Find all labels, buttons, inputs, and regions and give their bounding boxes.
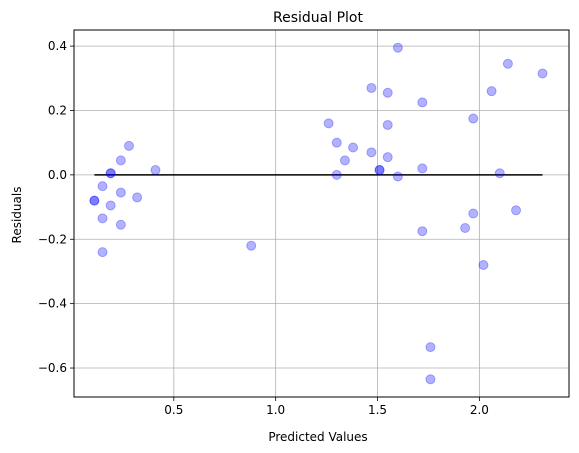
scatter-point: [502, 58, 513, 69]
scatter-point: [417, 226, 428, 237]
scatter-point: [486, 86, 497, 97]
scatter-point: [331, 137, 342, 148]
y-axis-label: Residuals: [10, 187, 24, 244]
scatter-point: [382, 152, 393, 163]
scatter-point: [105, 200, 116, 211]
scatter-point: [382, 119, 393, 130]
scatter-point: [89, 195, 100, 206]
scatter-point: [97, 181, 108, 192]
x-tick-label: 2.0: [470, 403, 489, 417]
grid-lines: [74, 30, 569, 397]
y-tick-label: −0.6: [38, 361, 67, 375]
scatter-point: [150, 165, 161, 176]
y-axis-ticks: −0.6 −0.4 −0.2 0.0 0.2 0.4: [38, 39, 74, 375]
scatter-point: [374, 165, 385, 176]
y-tick-label: −0.4: [38, 297, 67, 311]
y-tick-label: −0.2: [38, 232, 67, 246]
plot-frame: [73, 29, 570, 398]
scatter-point: [115, 187, 126, 198]
scatter-point: [97, 247, 108, 258]
scatter-point: [468, 113, 479, 124]
scatter-point: [132, 192, 143, 203]
y-tick-label: 0.0: [48, 168, 67, 182]
scatter-point: [89, 195, 100, 206]
scatter-point: [382, 87, 393, 98]
scatter-point: [425, 374, 436, 385]
scatter-point: [417, 163, 428, 174]
x-axis-label: Predicted Values: [268, 430, 367, 444]
scatter-point: [468, 208, 479, 219]
scatter-point: [366, 82, 377, 93]
scatter-point: [511, 205, 522, 216]
scatter-point: [246, 240, 257, 251]
scatter-point: [425, 342, 436, 353]
chart-title: Residual Plot: [273, 10, 363, 26]
scatter-point: [537, 68, 548, 79]
scatter-point: [323, 118, 334, 129]
scatter-point: [494, 168, 505, 179]
scatter-point: [374, 165, 385, 176]
y-tick-label: 0.2: [48, 103, 67, 117]
x-tick-label: 1.5: [368, 403, 387, 417]
scatter-point: [97, 213, 108, 224]
y-tick-label: 0.4: [48, 39, 67, 53]
scatter-point: [392, 42, 403, 53]
scatter-point: [105, 168, 116, 179]
x-axis-ticks: 0.5 1.0 1.5 2.0: [164, 397, 489, 417]
scatter-point: [392, 171, 403, 182]
scatter-point: [478, 260, 489, 271]
scatter-point: [115, 219, 126, 230]
scatter-points: [89, 42, 548, 385]
scatter-point: [105, 168, 116, 179]
scatter-point: [339, 155, 350, 166]
scatter-point: [115, 155, 126, 166]
x-tick-label: 0.5: [164, 403, 183, 417]
scatter-point: [331, 169, 342, 180]
scatter-point: [417, 97, 428, 108]
scatter-point: [124, 140, 134, 151]
scatter-point: [366, 147, 377, 158]
x-tick-label: 1.0: [266, 403, 285, 417]
scatter-point: [460, 222, 471, 233]
scatter-point: [348, 142, 359, 153]
